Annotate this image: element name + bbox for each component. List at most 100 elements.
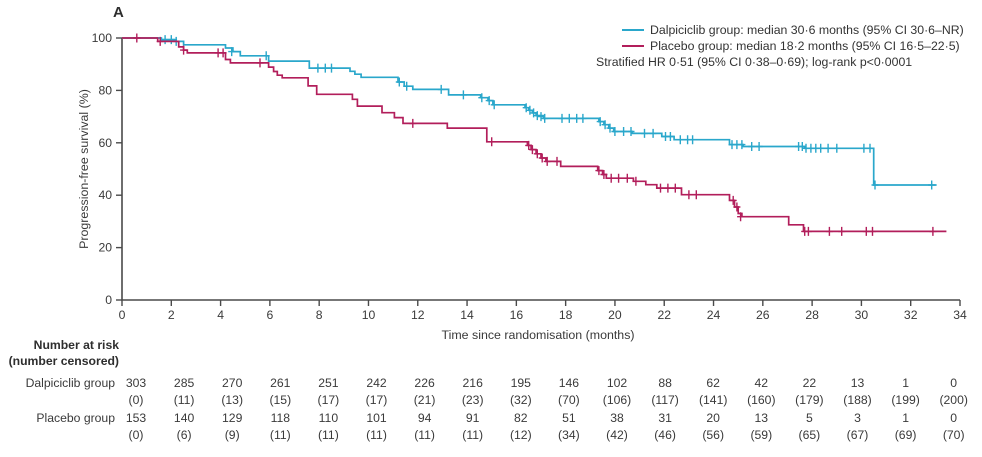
risk-censored-cell: (21) <box>413 393 436 407</box>
risk-count-cell: 91 <box>465 411 480 425</box>
risk-censored-cell: (6) <box>176 428 192 442</box>
risk-censored-cell: (69) <box>894 428 917 442</box>
y-tick-label: 60 <box>98 136 112 150</box>
x-tick-label: 4 <box>217 308 224 322</box>
risk-censored-cell: (117) <box>651 393 679 407</box>
y-tick-label: 100 <box>92 31 113 45</box>
risk-count-cell: 62 <box>706 376 720 390</box>
x-tick-label: 2 <box>168 308 175 322</box>
risk-table-row-label: Placebo group <box>36 411 115 425</box>
risk-count-cell: 270 <box>222 376 243 390</box>
risk-count-cell: 303 <box>125 376 147 390</box>
risk-censored-cell: (11) <box>269 428 291 442</box>
risk-censored-cell: (11) <box>462 428 484 442</box>
risk-count-cell: 3 <box>854 411 861 425</box>
x-tick-label: 6 <box>266 308 273 322</box>
legend-label: Dalpiciclib group: median 30·6 months (9… <box>650 23 964 37</box>
x-tick-label: 24 <box>707 308 721 322</box>
x-tick-label: 8 <box>316 308 323 322</box>
risk-censored-cell: (59) <box>750 428 773 442</box>
legend-label: Placebo group: median 18·2 months (95% C… <box>650 39 960 53</box>
risk-count-cell: 153 <box>125 411 147 425</box>
x-tick-label: 12 <box>411 308 425 322</box>
risk-count-cell: 285 <box>173 376 195 390</box>
risk-censored-cell: (56) <box>702 428 725 442</box>
risk-count-cell: 102 <box>606 376 628 390</box>
y-axis-title: Progression-free survival (%) <box>77 89 91 249</box>
y-tick-label: 80 <box>98 83 112 97</box>
censor-marks-dalpiciclib-group <box>161 35 936 190</box>
x-tick-label: 14 <box>460 308 474 322</box>
risk-count-cell: 31 <box>658 411 672 425</box>
x-tick-label: 30 <box>855 308 869 322</box>
risk-count-cell: 140 <box>173 411 195 425</box>
risk-count-cell: 0 <box>950 376 958 390</box>
risk-censored-cell: (70) <box>942 428 965 442</box>
risk-censored-cell: (46) <box>654 428 676 442</box>
y-tick-label: 20 <box>98 241 112 255</box>
x-tick-label: 22 <box>657 308 671 322</box>
risk-censored-cell: (9) <box>224 428 240 442</box>
risk-censored-cell: (11) <box>318 428 339 442</box>
risk-censored-cell: (32) <box>509 393 532 407</box>
x-axis-title: Time since randomisation (months) <box>441 328 635 342</box>
risk-count-cell: 1 <box>902 376 909 390</box>
risk-count-cell: 1 <box>902 411 909 425</box>
risk-censored-cell: (65) <box>798 428 821 442</box>
risk-count-cell: 242 <box>366 376 387 390</box>
risk-count-cell: 129 <box>222 411 243 425</box>
risk-censored-cell: (13) <box>221 393 244 407</box>
risk-count-cell: 22 <box>802 376 817 390</box>
x-tick-label: 34 <box>953 308 967 322</box>
legend-entry-dalpiciclib: Dalpiciclib group: median 30·6 months (9… <box>622 22 964 38</box>
risk-censored-cell: (17) <box>317 393 340 407</box>
risk-count-cell: 251 <box>318 376 339 390</box>
risk-censored-cell: (67) <box>846 428 869 442</box>
risk-count-cell: 42 <box>754 376 769 390</box>
risk-count-cell: 13 <box>850 376 865 390</box>
x-tick-label: 26 <box>756 308 770 322</box>
censor-marks-placebo-group <box>133 33 937 236</box>
x-tick-label: 0 <box>119 308 126 322</box>
risk-count-cell: 101 <box>366 411 387 425</box>
legend-entry-placebo: Placebo group: median 18·2 months (95% C… <box>622 38 964 54</box>
risk-censored-cell: (17) <box>365 393 388 407</box>
risk-censored-cell: (34) <box>558 428 580 442</box>
risk-censored-cell: (12) <box>509 428 532 442</box>
panel-label: A <box>113 4 124 21</box>
hr-annotation: Stratified HR 0·51 (95% CI 0·38–0·69); l… <box>596 55 913 69</box>
risk-censored-cell: (199) <box>891 393 920 407</box>
legend-line-swatch-dalpiciclib <box>622 29 644 31</box>
risk-censored-cell: (141) <box>698 393 728 407</box>
risk-censored-cell: (200) <box>939 393 968 407</box>
risk-censored-cell: (70) <box>558 393 580 407</box>
y-tick-label: 0 <box>105 293 112 307</box>
risk-censored-cell: (160) <box>747 393 776 407</box>
risk-count-cell: 195 <box>510 376 531 390</box>
risk-count-cell: 38 <box>610 411 624 425</box>
x-tick-label: 20 <box>608 308 622 322</box>
axes <box>121 38 960 301</box>
risk-censored-cell: (15) <box>269 393 292 407</box>
risk-count-cell: 5 <box>806 411 813 425</box>
risk-count-cell: 226 <box>414 376 435 390</box>
risk-count-cell: 82 <box>514 411 528 425</box>
x-tick-label: 10 <box>362 308 376 322</box>
risk-table-row-label: Dalpiciclib group <box>25 376 115 390</box>
risk-censored-cell: (179) <box>795 393 824 407</box>
risk-censored-cell: (11) <box>366 428 387 442</box>
risk-count-cell: 0 <box>950 411 958 425</box>
risk-censored-cell: (0) <box>128 428 144 442</box>
risk-count-cell: 51 <box>562 411 576 425</box>
risk-table-header-line1: Number at risk <box>33 338 119 352</box>
legend-line-swatch-placebo <box>622 45 644 47</box>
x-tick-label: 16 <box>510 308 524 322</box>
risk-censored-cell: (0) <box>128 393 144 407</box>
risk-count-cell: 88 <box>658 376 672 390</box>
risk-table-header-line2: (number censored) <box>8 354 119 368</box>
risk-censored-cell: (11) <box>414 428 435 442</box>
risk-count-cell: 20 <box>706 411 720 425</box>
risk-censored-cell: (23) <box>461 393 484 407</box>
risk-count-cell: 94 <box>417 411 432 425</box>
